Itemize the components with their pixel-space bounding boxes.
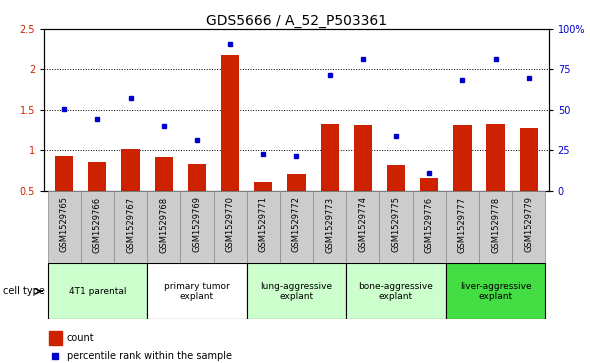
Text: liver-aggressive
explant: liver-aggressive explant — [460, 282, 532, 301]
Bar — [247, 263, 346, 319]
Text: GSM1529769: GSM1529769 — [192, 196, 201, 252]
Bar — [479, 191, 512, 263]
Bar — [354, 125, 372, 191]
Text: primary tumor
explant: primary tumor explant — [164, 282, 230, 301]
Bar — [453, 125, 471, 191]
Bar — [287, 174, 306, 191]
Text: GSM1529775: GSM1529775 — [392, 196, 401, 252]
Text: GSM1529771: GSM1529771 — [259, 196, 268, 252]
Text: GSM1529770: GSM1529770 — [225, 196, 235, 252]
Text: GSM1529774: GSM1529774 — [358, 196, 368, 252]
Text: GSM1529765: GSM1529765 — [60, 196, 68, 252]
Bar — [188, 164, 206, 191]
Bar — [48, 191, 81, 263]
Text: cell type: cell type — [3, 286, 45, 296]
Bar — [48, 263, 147, 319]
Text: GSM1529773: GSM1529773 — [325, 196, 334, 253]
Text: GSM1529778: GSM1529778 — [491, 196, 500, 253]
Text: GSM1529768: GSM1529768 — [159, 196, 168, 253]
Text: GSM1529777: GSM1529777 — [458, 196, 467, 253]
Bar — [379, 191, 412, 263]
Bar — [280, 191, 313, 263]
Bar — [155, 157, 173, 191]
Bar — [181, 191, 214, 263]
Bar — [346, 263, 446, 319]
Text: GSM1529779: GSM1529779 — [525, 196, 533, 252]
Bar — [346, 191, 379, 263]
Text: 4T1 parental: 4T1 parental — [68, 287, 126, 296]
Bar — [412, 191, 446, 263]
Bar — [114, 191, 147, 263]
Bar — [50, 331, 62, 345]
Bar — [81, 191, 114, 263]
Text: percentile rank within the sample: percentile rank within the sample — [67, 351, 232, 361]
Bar — [147, 191, 181, 263]
Bar — [487, 123, 504, 191]
Bar — [221, 55, 239, 191]
Bar — [122, 148, 140, 191]
Text: GSM1529776: GSM1529776 — [425, 196, 434, 253]
Bar — [88, 162, 106, 191]
Text: bone-aggressive
explant: bone-aggressive explant — [359, 282, 434, 301]
Bar — [214, 191, 247, 263]
Bar — [254, 183, 273, 191]
Bar — [320, 123, 339, 191]
Bar — [446, 191, 479, 263]
Text: GSM1529772: GSM1529772 — [292, 196, 301, 252]
Text: GSM1529767: GSM1529767 — [126, 196, 135, 253]
Bar — [512, 191, 545, 263]
Bar — [420, 179, 438, 191]
Bar — [313, 191, 346, 263]
Bar — [55, 156, 73, 191]
Text: count: count — [67, 333, 94, 343]
Bar — [446, 263, 545, 319]
Text: GSM1529766: GSM1529766 — [93, 196, 102, 253]
Text: lung-aggressive
explant: lung-aggressive explant — [260, 282, 333, 301]
Title: GDS5666 / A_52_P503361: GDS5666 / A_52_P503361 — [206, 14, 387, 28]
Bar — [520, 129, 538, 191]
Bar — [247, 191, 280, 263]
Bar — [387, 165, 405, 191]
Bar — [147, 263, 247, 319]
